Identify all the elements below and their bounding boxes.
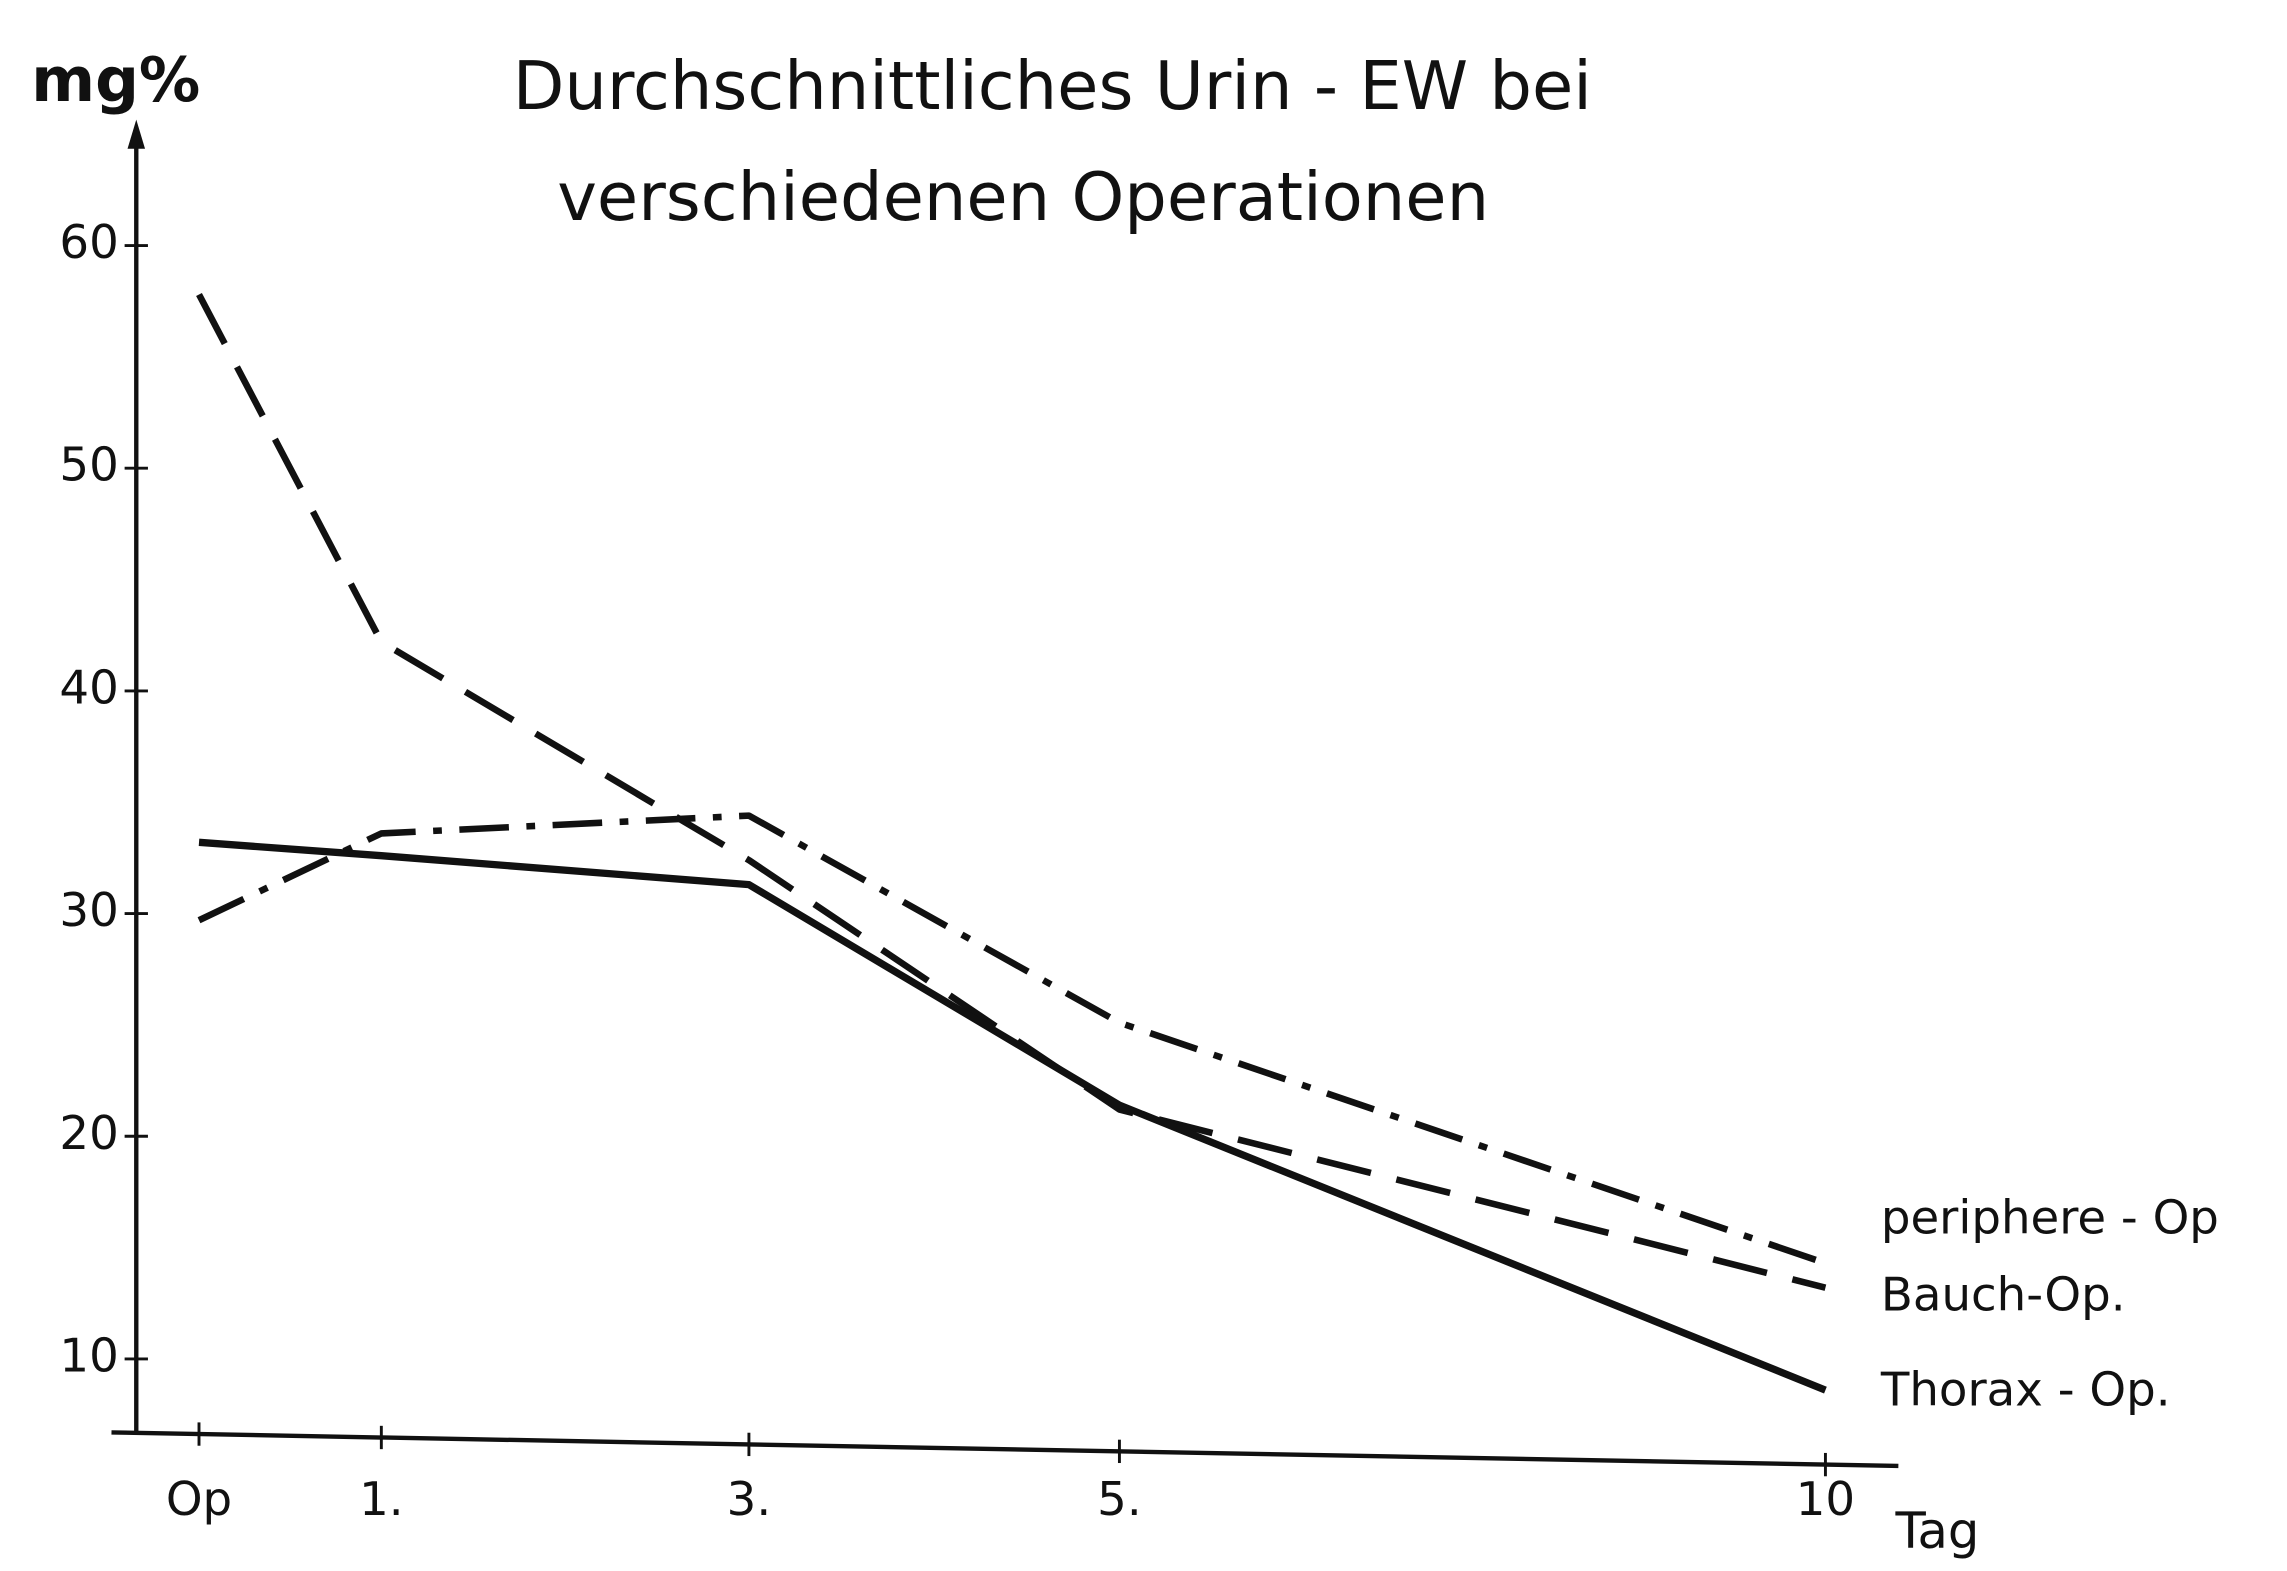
y-tick-label: 30 [59,884,118,938]
series-line [196,293,1827,1291]
series-line [197,812,1827,1267]
x-tick-label: 1. [359,1473,404,1527]
y-tick-label: 40 [59,661,118,715]
legend-label: Bauch-Op. [1881,1269,2126,1323]
y-tick-label: 50 [59,439,118,493]
y-tick-label: 20 [59,1107,118,1161]
y-axis-arrow [127,119,146,149]
y-tick-label: 60 [59,216,118,270]
legend-label: Thorax - Op. [1880,1364,2171,1418]
chart-title: verschiedenen Operationen [557,158,1489,236]
x-tick-label: 10 [1796,1473,1855,1527]
x-tick-label: 3. [727,1473,772,1527]
series-line [198,838,1827,1394]
x-axis-label: Tag [1894,1502,1979,1560]
x-axis [111,1430,1899,1469]
x-tick-label: 5. [1097,1473,1142,1527]
x-tick-label: Op [166,1473,232,1527]
y-tick-label: 10 [59,1329,118,1383]
chart-title: Durchschnittliches Urin - EW bei [513,47,1592,125]
y-axis-label: mg% [31,45,200,116]
legend-label: periphere - Op [1881,1191,2219,1245]
